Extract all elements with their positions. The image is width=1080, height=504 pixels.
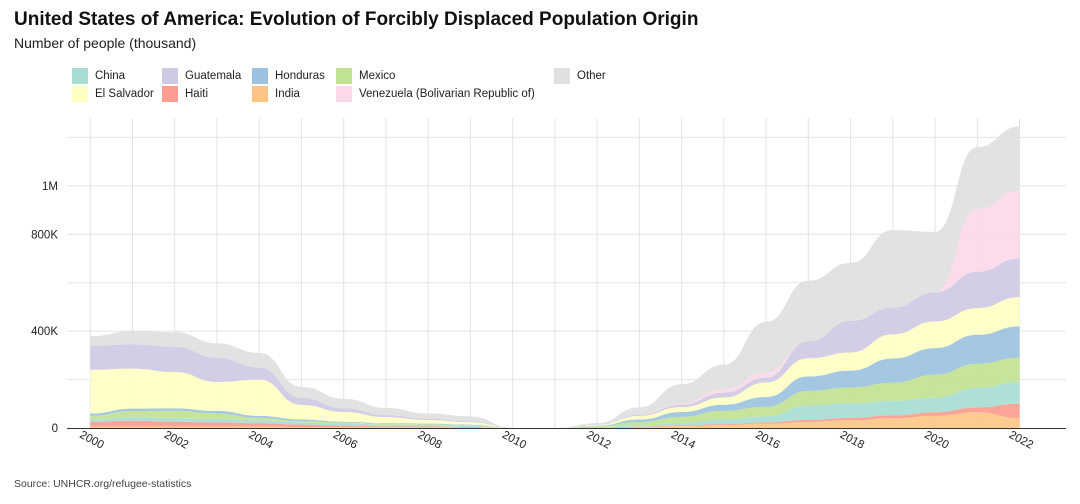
area-china xyxy=(90,381,1020,428)
legend-item-india[interactable]: India xyxy=(252,86,300,102)
x-axis: 2000 2002 2004 2006 2008 2010 2012 2014 2016 2018… xyxy=(78,429,1036,452)
x-tick-label: 2006 xyxy=(331,429,359,452)
area-other xyxy=(90,126,1020,428)
x-tick-label: 2014 xyxy=(669,429,698,452)
source-note: Source: UNHCR.org/refugee-statistics xyxy=(14,478,192,490)
stream-areas xyxy=(90,126,1020,428)
legend-label-mexico: Mexico xyxy=(359,70,396,82)
area-mexico xyxy=(90,357,1020,428)
x-tick-label: 2010 xyxy=(500,429,528,452)
legend-item-other[interactable]: Other xyxy=(554,68,606,84)
legend-item-venezuela[interactable]: Venezuela (Bolivarian Republic of) xyxy=(336,86,535,102)
legend-swatch-china xyxy=(72,68,88,84)
y-tick-label: 800K xyxy=(31,229,58,241)
legend-label-el-salvador: El Salvador xyxy=(95,88,154,100)
legend: China El Salvador Guatemala Haiti Hondur… xyxy=(72,68,652,108)
legend-item-mexico[interactable]: Mexico xyxy=(336,68,395,84)
x-tick-label: 2022 xyxy=(1007,429,1035,452)
x-tick-label: 2008 xyxy=(415,429,443,452)
y-tick-label: 0 xyxy=(52,423,58,435)
chart-subtitle: Number of people (thousand) xyxy=(14,35,197,51)
x-tick-label: 2016 xyxy=(753,429,781,452)
x-tick-label: 2000 xyxy=(78,429,106,452)
legend-swatch-india xyxy=(252,86,268,102)
x-tick-label: 2004 xyxy=(246,429,275,452)
legend-item-haiti[interactable]: Haiti xyxy=(162,86,208,102)
legend-label-guatemala: Guatemala xyxy=(185,70,242,82)
legend-swatch-honduras xyxy=(252,68,268,84)
area-haiti xyxy=(90,403,1020,428)
legend-swatch-el-salvador xyxy=(72,86,88,102)
y-tick-label: 400K xyxy=(31,326,58,338)
x-tick-label: 2002 xyxy=(162,429,190,452)
legend-label-venezuela: Venezuela (Bolivarian Republic of) xyxy=(359,88,535,100)
x-tick-label: 2018 xyxy=(838,429,866,452)
legend-item-honduras[interactable]: Honduras xyxy=(252,68,325,84)
x-tick-label: 2020 xyxy=(922,429,950,452)
legend-swatch-venezuela xyxy=(336,86,352,102)
legend-label-india: India xyxy=(275,88,300,100)
y-axis: 0 400K 800K 1M xyxy=(31,181,58,435)
area-honduras xyxy=(90,326,1020,428)
legend-swatch-other xyxy=(554,68,570,84)
area-guatemala xyxy=(90,258,1020,428)
area-india xyxy=(90,412,1020,428)
legend-label-other: Other xyxy=(577,70,606,82)
legend-item-el-salvador[interactable]: El Salvador xyxy=(72,86,154,102)
legend-label-china: China xyxy=(95,70,126,82)
legend-swatch-haiti xyxy=(162,86,178,102)
legend-label-haiti: Haiti xyxy=(185,88,209,100)
chart-title: United States of America: Evolution of F… xyxy=(14,9,699,30)
legend-swatch-mexico xyxy=(336,68,352,84)
legend-item-china[interactable]: China xyxy=(72,68,125,84)
x-tick-label: 2012 xyxy=(584,429,612,452)
legend-label-honduras: Honduras xyxy=(275,70,325,82)
legend-item-guatemala[interactable]: Guatemala xyxy=(162,68,241,84)
y-tick-label: 1M xyxy=(42,181,58,193)
area-el xyxy=(90,297,1020,428)
legend-swatch-guatemala xyxy=(162,68,178,84)
